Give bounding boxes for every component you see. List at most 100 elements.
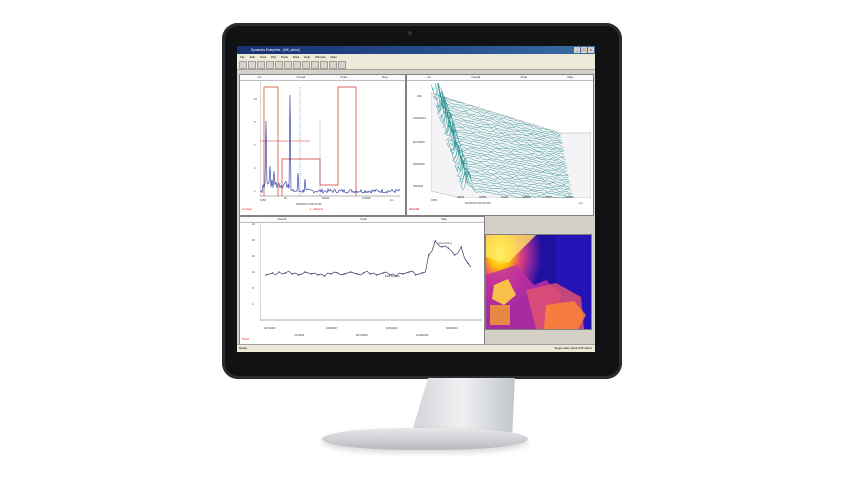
- spectrum-marker-caption: 1 - 10mm/s: [310, 208, 323, 211]
- trend-header-peak: Peak: [360, 217, 367, 221]
- waterfall-xtick: 60000: [501, 196, 509, 199]
- waterfall-xtick: 100000: [543, 196, 552, 199]
- spectrum-tab[interactable]: Lin Spec: [242, 208, 253, 211]
- toolbar-button[interactable]: [293, 60, 301, 69]
- menu-tools[interactable]: Tools: [280, 55, 288, 59]
- waterfall-trace: [450, 142, 569, 181]
- toolbar: [237, 60, 595, 70]
- toolbar-button[interactable]: [257, 60, 265, 69]
- minimize-button[interactable]: _: [574, 47, 580, 53]
- spectrum-xleft: CPM: [260, 199, 266, 202]
- trend-xtick: 8/27/2008: [356, 334, 368, 337]
- monitor-stand-base: [322, 428, 528, 450]
- trend-ytick: 24: [252, 223, 255, 226]
- trend-point: [297, 274, 300, 276]
- menu-plot[interactable]: Plot: [271, 55, 277, 59]
- waterfall-trace: [431, 83, 560, 137]
- toolbar-button[interactable]: [338, 60, 346, 69]
- menu-edit[interactable]: Edit: [249, 55, 255, 59]
- trend-header-mag: Mag: [441, 217, 447, 221]
- toolbar-button[interactable]: [248, 60, 256, 69]
- trend-tab[interactable]: Trend: [242, 338, 249, 341]
- waterfall-xleft: CPM: [431, 199, 437, 202]
- waterfall-xright: Lin: [579, 202, 583, 205]
- trend-point: [265, 274, 267, 276]
- waterfall-xtick: 80000: [523, 196, 531, 199]
- waterfall-trace: [443, 115, 566, 165]
- waterfall-trace: [431, 83, 562, 135]
- waterfall-xtick: 120000: [565, 196, 574, 199]
- spectrum-ytick: 6: [254, 144, 256, 147]
- waterfall-trace: [457, 159, 573, 198]
- trend-pane[interactable]: Overall Peak Mag 24 20 16 12 8 4 new rou…: [239, 216, 485, 346]
- menu-view[interactable]: View: [259, 55, 267, 59]
- waterfall-header-mag: Mag: [567, 75, 573, 79]
- waterfall-ytick: 10/29/2013: [413, 117, 426, 120]
- trend-point: [428, 254, 430, 256]
- toolbar-button[interactable]: [329, 60, 337, 69]
- menu-window[interactable]: Window: [315, 55, 326, 59]
- waterfall-ytick: 8/27/2009: [413, 141, 425, 144]
- trend-header-overall: Overall: [277, 217, 287, 221]
- trend-point: [460, 246, 462, 248]
- window-titlebar: Dynamics Enterprise - [MK_demo] _ □ ×: [237, 46, 595, 54]
- trend-ytick: 8: [252, 287, 254, 290]
- trend-xtick: 11/29/2011: [416, 334, 429, 337]
- waterfall-trace: [460, 170, 536, 198]
- window-title: Dynamics Enterprise - [MK_demo]: [251, 48, 300, 52]
- spectrum-xright: Lin: [390, 199, 394, 202]
- waterfall-trace: [434, 92, 563, 143]
- toolbar-button[interactable]: [302, 60, 310, 69]
- spectrum-header-lin: Lin: [257, 75, 262, 79]
- toolbar-button[interactable]: [284, 60, 292, 69]
- alarm-band: [263, 86, 279, 196]
- toolbar-button[interactable]: [239, 60, 247, 69]
- waterfall-pane[interactable]: Lin Overall Peak Mag 200 10/29/2013 8/27…: [406, 74, 594, 216]
- trend-point: [408, 271, 410, 273]
- waterfall-trace: [455, 159, 572, 192]
- trend-point: [278, 271, 280, 273]
- waterfall-trace: [442, 117, 565, 162]
- spectrum-plot: [260, 81, 400, 197]
- menu-misc[interactable]: Misc: [330, 55, 337, 59]
- waterfall-trace: [436, 93, 563, 147]
- trend-point: [310, 273, 313, 275]
- maximize-button[interactable]: □: [581, 47, 587, 53]
- toolbar-button[interactable]: [311, 60, 319, 69]
- trend-point: [375, 274, 378, 276]
- spectrum-xcaption: 6/23/2014 4:52:20 AM: [296, 203, 322, 206]
- waterfall-trace: [452, 145, 571, 186]
- waterfall-trace: [445, 126, 568, 169]
- waterfall-trace: [448, 139, 570, 177]
- menu-help[interactable]: Help: [304, 55, 311, 59]
- toolbar-button[interactable]: [320, 60, 328, 69]
- trend-point: [434, 240, 436, 242]
- spectrum-header: Lin Overall Peak Mag: [240, 75, 405, 81]
- spectrum-ytick: 8: [254, 121, 256, 124]
- toolbar-button[interactable]: [266, 60, 274, 69]
- toolbar-button[interactable]: [275, 60, 283, 69]
- menu-file[interactable]: File: [240, 55, 245, 59]
- thermal-image-pane[interactable]: [485, 234, 592, 330]
- trend-point: [402, 273, 404, 275]
- waterfall-ytick: 3/26/2008: [413, 163, 425, 166]
- trend-point: [317, 274, 319, 276]
- waterfall-xtick: 20000: [457, 196, 465, 199]
- trend-line: [265, 240, 472, 277]
- close-button[interactable]: ×: [588, 47, 594, 53]
- waterfall-trace: [435, 97, 562, 144]
- trend-point: [284, 272, 287, 274]
- spectrum-line: [260, 94, 400, 194]
- trend-plot: [260, 223, 482, 321]
- spectrum-pane[interactable]: Lin Overall Peak Mag 10 8 6 4 2 CPM 2K 6…: [239, 74, 406, 216]
- trend-xtick: 7/1/2003: [294, 334, 305, 337]
- trend-point: [349, 271, 352, 273]
- menu-data[interactable]: Data: [292, 55, 300, 59]
- spectrum-ytick: 4: [254, 167, 256, 170]
- spectrum-ytick: 10: [254, 98, 257, 101]
- trend-point: [356, 273, 358, 275]
- waterfall-trace: [456, 154, 573, 194]
- trend-point: [362, 272, 365, 274]
- trend-point: [336, 272, 339, 274]
- waterfall-tab[interactable]: Waterfall: [409, 208, 420, 211]
